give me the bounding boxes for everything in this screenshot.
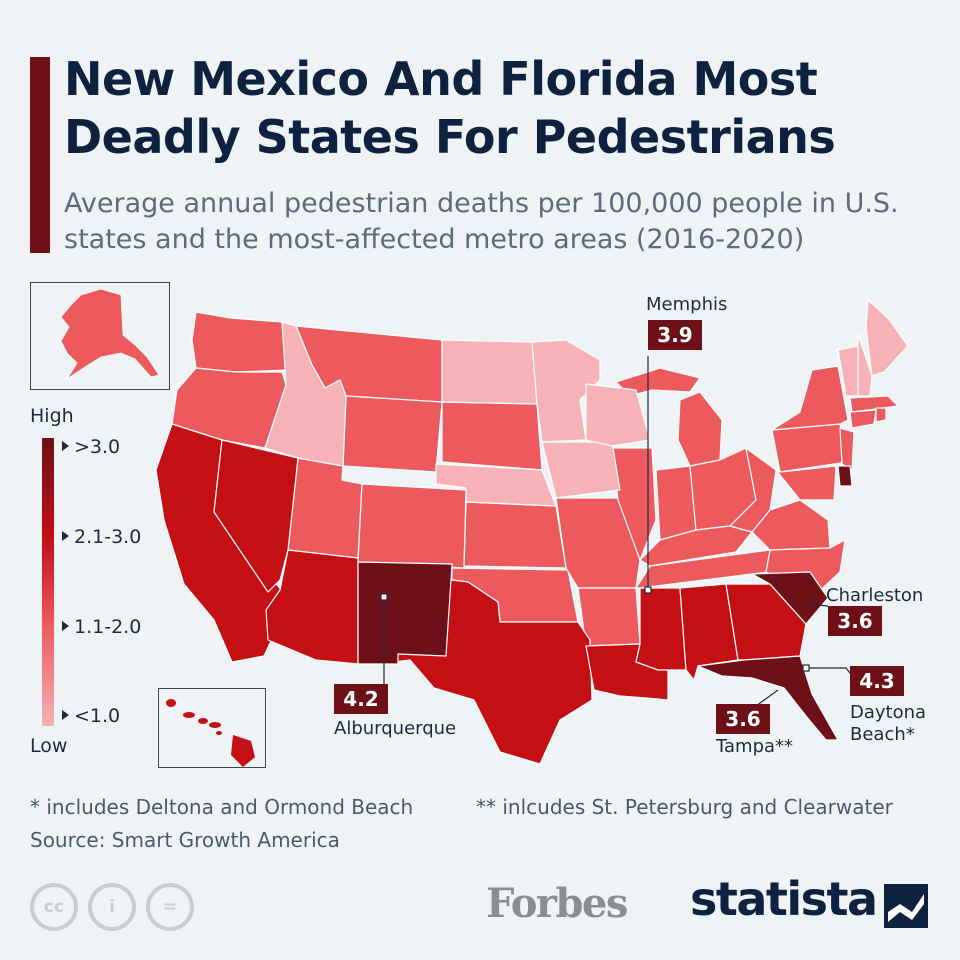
legend-low-label: Low (30, 735, 68, 757)
cc-icon[interactable]: cc (30, 883, 78, 931)
state-massachusetts (849, 395, 899, 413)
alaska-map (60, 288, 160, 380)
page-title: New Mexico And Florida Most Deadly State… (64, 52, 836, 164)
state-oregon (171, 367, 287, 449)
state-washington (191, 311, 288, 373)
tampa-value-badge: 3.6 (716, 704, 770, 734)
state-rhode-island (875, 407, 887, 423)
footnote-one: * includes Deltona and Ormond Beach (30, 795, 414, 819)
daytona-marker (802, 664, 810, 672)
legend-bin-3: 1.1-2.0 (62, 616, 141, 638)
alaska-inset (30, 282, 170, 390)
no-derivatives-icon[interactable]: = (146, 883, 194, 931)
state-delaware (837, 465, 853, 487)
legend-color-scale (42, 438, 54, 726)
legend-bin-2: 2.1-3.0 (62, 526, 141, 548)
legend-arrow-icon (62, 440, 69, 451)
source-note: Source: Smart Growth America (30, 828, 340, 852)
charleston-leader (805, 603, 829, 607)
state-pennsylvania (771, 423, 849, 473)
state-south-dakota (441, 401, 543, 471)
legend-high-label: High (30, 405, 74, 427)
state-new-jersey (839, 427, 855, 471)
state-mississippi (635, 587, 687, 671)
state-wyoming (342, 395, 443, 473)
legend-bin-label: <1.0 (74, 705, 121, 727)
memphis-label: Memphis (646, 294, 728, 315)
daytona-value-badge: 4.3 (850, 666, 904, 696)
state-iowa (541, 441, 621, 499)
state-north-dakota (441, 339, 538, 405)
legend-bin-1: >3.0 (62, 436, 120, 458)
state-utah (287, 457, 363, 559)
legend-bin-label: 1.1-2.0 (74, 616, 142, 638)
state-florida (697, 655, 839, 741)
state-michigan (677, 391, 723, 467)
state-maine (865, 299, 909, 377)
legend-arrow-icon (62, 530, 69, 541)
state-minnesota (531, 339, 601, 443)
title-accent-bar (30, 57, 50, 253)
state-kansas (463, 501, 567, 569)
footnote-two: ** inlcudes St. Petersburg and Clearwate… (476, 795, 893, 819)
state-vermont (837, 345, 859, 397)
forbes-logo[interactable]: Forbes (486, 880, 628, 927)
tampa-leader (755, 689, 779, 707)
statista-mark-icon (884, 884, 928, 928)
state-north-carolina (765, 539, 846, 601)
albuquerque-marker (380, 593, 388, 601)
state-idaho (264, 321, 347, 467)
legend-bin-label: 2.1-3.0 (74, 526, 142, 548)
state-new-mexico (357, 561, 453, 665)
memphis-value-badge: 3.9 (648, 320, 702, 350)
legend-bin-4: <1.0 (62, 705, 120, 727)
tampa-label: Tampa** (716, 736, 794, 757)
legend-bin-label: >3.0 (74, 436, 121, 458)
state-south-carolina (751, 571, 829, 625)
charleston-label: Charleston (826, 585, 924, 606)
legend-arrow-icon (62, 620, 69, 631)
statista-logo[interactable]: statista (690, 872, 878, 926)
albuquerque-value-badge: 4.2 (334, 684, 388, 714)
state-new-york (771, 365, 849, 431)
daytona-label: Daytona Beach* (850, 702, 927, 745)
hawaii-map (166, 699, 255, 767)
charleston-value-badge: 3.6 (828, 606, 882, 636)
attribution-icon[interactable]: i (88, 883, 136, 931)
state-maryland (775, 465, 837, 501)
state-colorado (357, 483, 467, 569)
state-nevada (213, 439, 299, 593)
daytona-leader (806, 667, 855, 679)
albuquerque-label: Alburquerque (334, 718, 457, 739)
legend-arrow-icon (62, 709, 69, 720)
page-subtitle: Average annual pedestrian deaths per 100… (64, 188, 899, 255)
state-connecticut (849, 409, 877, 429)
state-indiana (655, 465, 697, 541)
state-wisconsin (585, 383, 651, 447)
memphis-marker (644, 586, 652, 594)
hawaii-inset (158, 688, 266, 768)
state-nebraska (435, 463, 557, 507)
